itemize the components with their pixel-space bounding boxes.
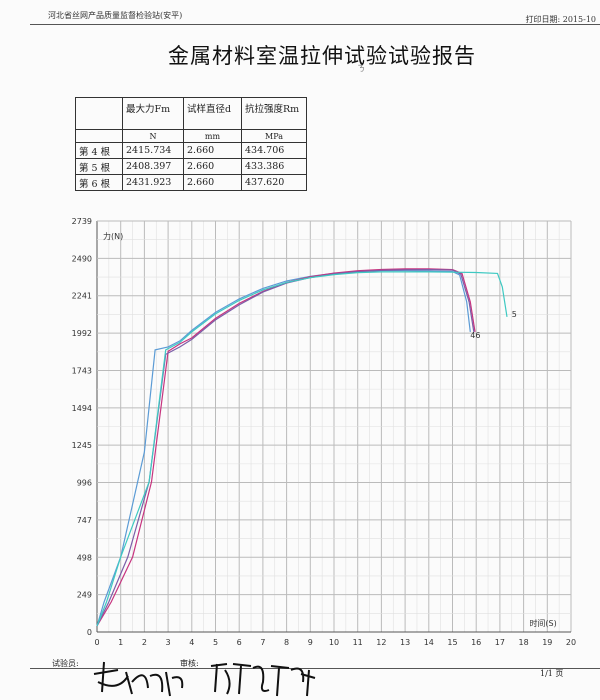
header-org: 河北省丝网产品质量监督检验站(安平) — [48, 11, 183, 20]
y-tick-label: 996 — [77, 479, 92, 488]
row-label: 第 6 根 — [75, 174, 123, 191]
footer-divider — [30, 668, 600, 669]
row-fm: 2408.397 — [122, 158, 184, 175]
x-axis-label: 时间(S) — [529, 618, 556, 628]
x-tick-label: 2 — [142, 638, 147, 647]
force-time-chart: 0249498747996124514941743199222412490273… — [72, 217, 576, 647]
y-tick-labels: 0 249 498 747 996 1245 1494 1743 1992 2241 2490 273… — [72, 217, 92, 637]
y-tick-label: 747 — [77, 516, 92, 525]
table-corner-cell — [75, 97, 123, 130]
chart-series — [96, 268, 508, 627]
x-tick-label: 14 — [424, 638, 434, 647]
table-row: 第 4 根 2415.734 2.660 434.706 — [75, 142, 307, 159]
y-tick-label: 1743 — [72, 366, 92, 375]
header-divider — [30, 24, 600, 25]
row-d: 2.660 — [183, 174, 242, 191]
x-tick-label: 13 — [400, 638, 410, 647]
x-tick-label: 16 — [471, 638, 481, 647]
row-rm: 434.706 — [241, 142, 307, 159]
x-tick-label: 20 — [566, 638, 576, 647]
row-d: 2.660 — [183, 158, 242, 175]
table-row: 第 5 根 2408.397 2.660 433.386 — [75, 158, 307, 175]
y-tick-label: 2739 — [72, 217, 92, 226]
x-tick-label: 10 — [329, 638, 339, 647]
y-tick-label: 2490 — [72, 254, 92, 263]
unit-corner-cell — [75, 129, 123, 143]
y-tick-label: 1992 — [72, 329, 92, 338]
header-d: 试样直径d — [183, 97, 242, 130]
row-fm: 2431.923 — [122, 174, 184, 191]
y-tick-label: 0 — [87, 628, 92, 637]
table-row: 第 6 根 2431.923 2.660 437.620 — [75, 174, 307, 191]
row-label: 第 5 根 — [75, 158, 123, 175]
y-tick-label: 249 — [77, 591, 92, 600]
header-fm: 最大力Fm — [122, 97, 184, 130]
page-number: 1/1 页 — [540, 669, 564, 678]
x-tick-label: 12 — [376, 638, 386, 647]
unit-rm: MPa — [241, 129, 307, 143]
unit-d: mm — [183, 129, 242, 143]
x-tick-label: 1 — [118, 638, 123, 647]
y-tick-label: 2241 — [72, 292, 92, 301]
curve-label-5: 5 — [512, 310, 517, 319]
inspector-label: 试验员: — [52, 659, 79, 668]
inspector-signature — [93, 661, 184, 697]
reviewer-label: 审核: — [180, 659, 199, 668]
x-tick-label: 18 — [519, 638, 529, 647]
pen-mark: ㄋ — [357, 64, 365, 73]
row-rm: 437.620 — [241, 174, 307, 191]
y-tick-label: 1245 — [72, 441, 92, 450]
x-tick-label: 9 — [308, 638, 313, 647]
series-line-1 — [96, 270, 471, 627]
row-label: 第 4 根 — [75, 142, 123, 159]
y-tick-label: 498 — [77, 553, 92, 562]
header-rm: 抗拉强度Rm — [241, 97, 307, 130]
unit-fm: N — [122, 129, 184, 143]
chart-grid — [96, 220, 572, 633]
x-tick-label: 6 — [237, 638, 242, 647]
x-tick-labels: 0 1 2 3 4 5 6 7 8 9 10 11 12 13 14 15 16 17 18 19 20 — [94, 638, 576, 647]
x-tick-label: 8 — [284, 638, 289, 647]
reviewer-signature — [210, 663, 316, 697]
table-header-row: 最大力Fm 试样直径d 抗拉强度Rm — [75, 97, 307, 130]
x-tick-label: 0 — [94, 638, 99, 647]
row-d: 2.660 — [183, 142, 242, 159]
x-tick-label: 15 — [447, 638, 457, 647]
curve-label-46: 46 — [470, 331, 480, 340]
y-tick-label: 1494 — [72, 404, 92, 413]
x-tick-label: 11 — [353, 638, 363, 647]
x-tick-label: 17 — [495, 638, 505, 647]
series-line-4 — [96, 271, 508, 627]
row-fm: 2415.734 — [122, 142, 184, 159]
header-print-date: 打印日期: 2015-10 — [525, 15, 596, 24]
x-tick-label: 7 — [260, 638, 265, 647]
x-tick-label: 5 — [213, 638, 218, 647]
report-title: 金属材料室温拉伸试验试验报告 — [168, 44, 476, 68]
table-unit-row: N mm MPa — [75, 129, 307, 143]
y-axis-label: 力(N) — [103, 231, 123, 241]
x-tick-label: 4 — [189, 638, 194, 647]
x-tick-label: 19 — [542, 638, 552, 647]
x-tick-label: 3 — [166, 638, 171, 647]
row-rm: 433.386 — [241, 158, 307, 175]
results-table: 最大力Fm 试样直径d 抗拉强度Rm N mm MPa 第 4 根 2415.7… — [75, 97, 307, 191]
